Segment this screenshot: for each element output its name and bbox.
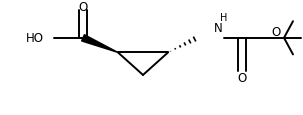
Polygon shape (82, 35, 118, 53)
Text: N: N (214, 21, 223, 34)
Text: O: O (237, 72, 247, 85)
Text: O: O (271, 26, 281, 39)
Text: H: H (220, 13, 227, 23)
Text: HO: HO (26, 32, 44, 45)
Text: O: O (78, 1, 88, 14)
